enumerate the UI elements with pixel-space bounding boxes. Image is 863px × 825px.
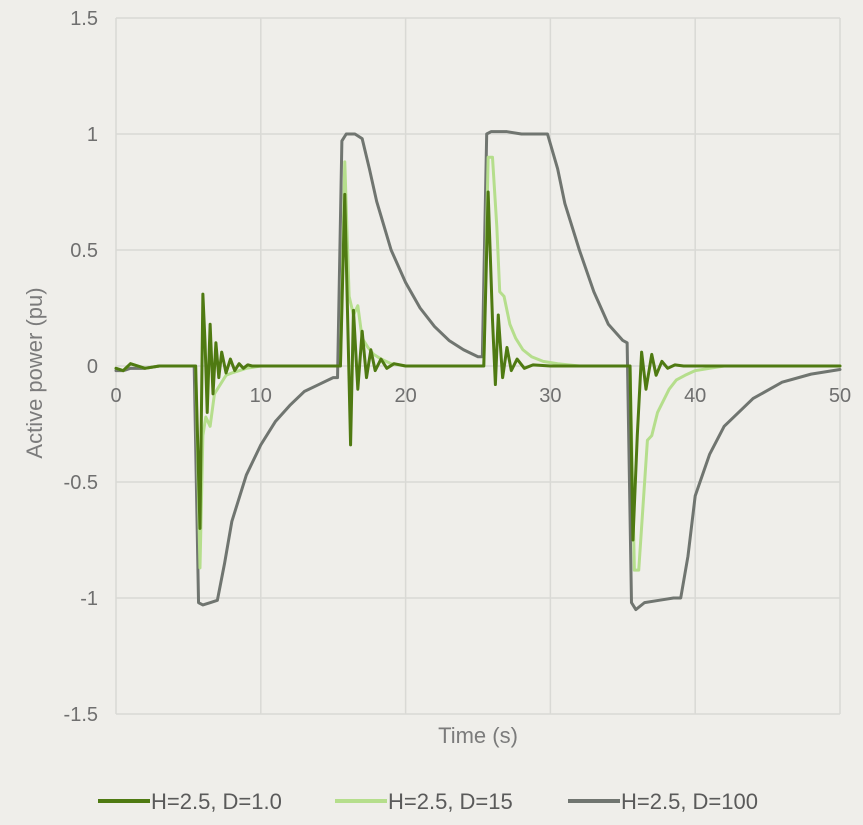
legend: H=2.5, D=1.0 H=2.5, D=15 H=2.5, D=100 <box>98 789 758 814</box>
y-tick-label: 0 <box>87 356 98 378</box>
x-axis-title: Time (s) <box>438 723 518 748</box>
legend-label: H=2.5, D=100 <box>621 789 758 814</box>
tick-labels: -1.5 -1 -0.5 0 0.5 1 1.5 0 10 20 30 40 50 <box>64 8 852 726</box>
legend-item: H=2.5, D=100 <box>568 789 758 814</box>
x-tick-label: 30 <box>539 385 561 407</box>
y-axis-title: Active power (pu) <box>22 287 47 458</box>
x-tick-label: 0 <box>110 385 121 407</box>
x-tick-label: 40 <box>684 385 706 407</box>
y-tick-label: 1 <box>87 124 98 146</box>
legend-label: H=2.5, D=15 <box>388 789 513 814</box>
y-tick-label: -1.5 <box>64 704 98 726</box>
x-tick-label: 20 <box>394 385 416 407</box>
series-line <box>114 190 842 542</box>
series-lines <box>114 130 842 612</box>
y-tick-label: -0.5 <box>64 472 98 494</box>
series-line <box>114 130 842 612</box>
x-tick-label: 10 <box>250 385 272 407</box>
legend-item: H=2.5, D=1.0 <box>98 789 282 814</box>
y-tick-label: -1 <box>80 588 98 610</box>
y-tick-label: 0.5 <box>70 240 98 262</box>
x-tick-label: 50 <box>829 385 851 407</box>
y-tick-label: 1.5 <box>70 8 98 30</box>
legend-item: H=2.5, D=15 <box>335 789 513 814</box>
legend-label: H=2.5, D=1.0 <box>151 789 282 814</box>
